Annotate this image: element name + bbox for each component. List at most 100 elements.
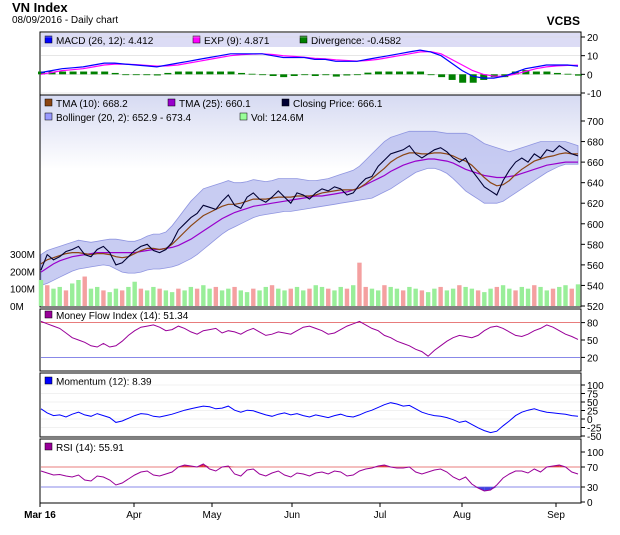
divergence-bar bbox=[417, 71, 425, 75]
chart-subtitle: 08/09/2016 - Daily chart bbox=[12, 15, 119, 26]
y-tick-label: 680 bbox=[587, 138, 604, 149]
legend-swatch-1 bbox=[192, 35, 201, 44]
mfi-panel: Money Flow Index (14): 51.34 80 50 20 bbox=[39, 308, 599, 372]
divergence-bar bbox=[269, 74, 277, 77]
y-tick-label: -10 bbox=[587, 89, 602, 100]
volume-bar bbox=[63, 290, 69, 306]
divergence-bar bbox=[132, 74, 140, 76]
divergence-bar bbox=[353, 74, 361, 76]
mfi-legend: Money Flow Index (14): 51.34 bbox=[44, 310, 189, 322]
legend-swatch-2 bbox=[299, 35, 308, 44]
macd-line bbox=[40, 49, 579, 79]
tma10-line bbox=[40, 152, 578, 265]
volume-bar bbox=[538, 286, 543, 306]
legend-swatch-3 bbox=[44, 112, 53, 121]
x-tick-label: Apr bbox=[126, 510, 142, 521]
divergence-bar bbox=[522, 70, 530, 75]
divergence-bar bbox=[248, 73, 256, 75]
volume-bar bbox=[363, 286, 368, 306]
legend-swatch-1 bbox=[167, 98, 176, 107]
legend-swatch-0 bbox=[44, 442, 53, 451]
price-panel: TMA (10): 668.2 TMA (25): 660.1 Closing Pr… bbox=[10, 94, 604, 313]
volume-tick-label: 100M bbox=[10, 285, 35, 296]
y-tick-label: 620 bbox=[587, 199, 604, 210]
volume-bar bbox=[157, 288, 162, 306]
divergence-bar bbox=[480, 74, 488, 80]
divergence-bar bbox=[564, 73, 572, 75]
legend-label: EXP (9): 4.871 bbox=[204, 36, 270, 47]
volume-bar bbox=[288, 288, 293, 306]
volume-bar bbox=[338, 286, 343, 306]
volume-bar bbox=[119, 290, 125, 306]
divergence-bar bbox=[364, 72, 372, 75]
volume-bar bbox=[57, 286, 62, 306]
volume-bar bbox=[45, 285, 50, 306]
legend-label: Momentum (12): 8.39 bbox=[56, 377, 152, 388]
volume-bar bbox=[88, 288, 94, 306]
x-axis: Mar 16 Apr May Jun Jul Aug Sep bbox=[24, 503, 565, 521]
y-tick-label: 80 bbox=[587, 319, 599, 330]
macd-y-axis: 20 10 0 -10 bbox=[581, 33, 602, 100]
y-tick-label: 520 bbox=[587, 302, 604, 313]
divergence-bar bbox=[322, 74, 330, 76]
divergence-bar bbox=[343, 74, 351, 76]
overbought-fill bbox=[203, 464, 210, 467]
volume-bar bbox=[251, 288, 256, 306]
y-tick-label: 0 bbox=[587, 415, 593, 426]
volume-bar bbox=[550, 288, 556, 306]
divergence-bar bbox=[438, 74, 446, 78]
macd-plot bbox=[38, 36, 582, 94]
divergence-bar bbox=[301, 74, 309, 76]
divergence-bar bbox=[90, 71, 98, 75]
volume-bar bbox=[357, 262, 362, 306]
macd-legend: MACD (26, 12): 4.412 EXP (9): 4.871 Diverg… bbox=[44, 35, 401, 47]
divergence-bar bbox=[259, 74, 267, 76]
volume-bar bbox=[344, 288, 350, 306]
y-tick-label: 560 bbox=[587, 261, 604, 272]
volume-bar bbox=[188, 286, 194, 306]
volume-bar bbox=[132, 281, 137, 306]
volume-bar bbox=[382, 285, 387, 306]
legend-swatch-0 bbox=[44, 35, 53, 44]
volume-bar bbox=[213, 286, 219, 306]
divergence-bar bbox=[385, 71, 393, 75]
volume-y-axis: 300M 200M 100M 0M bbox=[10, 250, 35, 313]
mfi-line bbox=[40, 320, 579, 357]
volume-tick-label: 0M bbox=[10, 302, 24, 313]
volume-bar bbox=[201, 285, 206, 306]
y-tick-label: 30 bbox=[587, 483, 599, 494]
rsi-y-axis: 100 70 30 0 bbox=[581, 448, 604, 509]
legend-label: MACD (26, 12): 4.412 bbox=[56, 36, 154, 47]
divergence-bar bbox=[374, 71, 382, 75]
divergence-bar bbox=[448, 74, 456, 80]
volume-bar bbox=[450, 288, 456, 306]
volume-bar bbox=[269, 285, 275, 306]
volume-bar bbox=[463, 286, 468, 306]
volume-bar bbox=[525, 288, 531, 306]
divergence-bar bbox=[143, 74, 151, 76]
volume-bar bbox=[369, 288, 375, 306]
volume-bar bbox=[169, 292, 175, 306]
y-tick-label: 20 bbox=[587, 33, 599, 44]
divergence-bar bbox=[101, 71, 109, 75]
volume-bar bbox=[238, 290, 244, 306]
volume-bar bbox=[126, 286, 131, 306]
y-tick-label: 640 bbox=[587, 179, 604, 190]
volume-bar bbox=[575, 284, 581, 306]
y-tick-label: 100 bbox=[587, 381, 604, 392]
macd-panel: MACD (26, 12): 4.412 EXP (9): 4.871 Diverg… bbox=[38, 31, 602, 100]
y-tick-label: 540 bbox=[587, 281, 604, 292]
divergence-bar bbox=[332, 74, 340, 77]
x-tick-label: May bbox=[203, 510, 222, 521]
price-y-axis: 700 680 660 640 620 600 580 560 540 520 bbox=[581, 117, 604, 313]
volume-bar bbox=[263, 286, 268, 306]
y-tick-label: 20 bbox=[587, 353, 599, 364]
momentum-legend: Momentum (12): 8.39 bbox=[44, 376, 152, 388]
momentum-line bbox=[40, 402, 579, 434]
volume-bar bbox=[94, 286, 100, 306]
divergence-bar bbox=[311, 74, 319, 77]
divergence-bar bbox=[238, 72, 246, 75]
volume-bar bbox=[482, 292, 487, 306]
